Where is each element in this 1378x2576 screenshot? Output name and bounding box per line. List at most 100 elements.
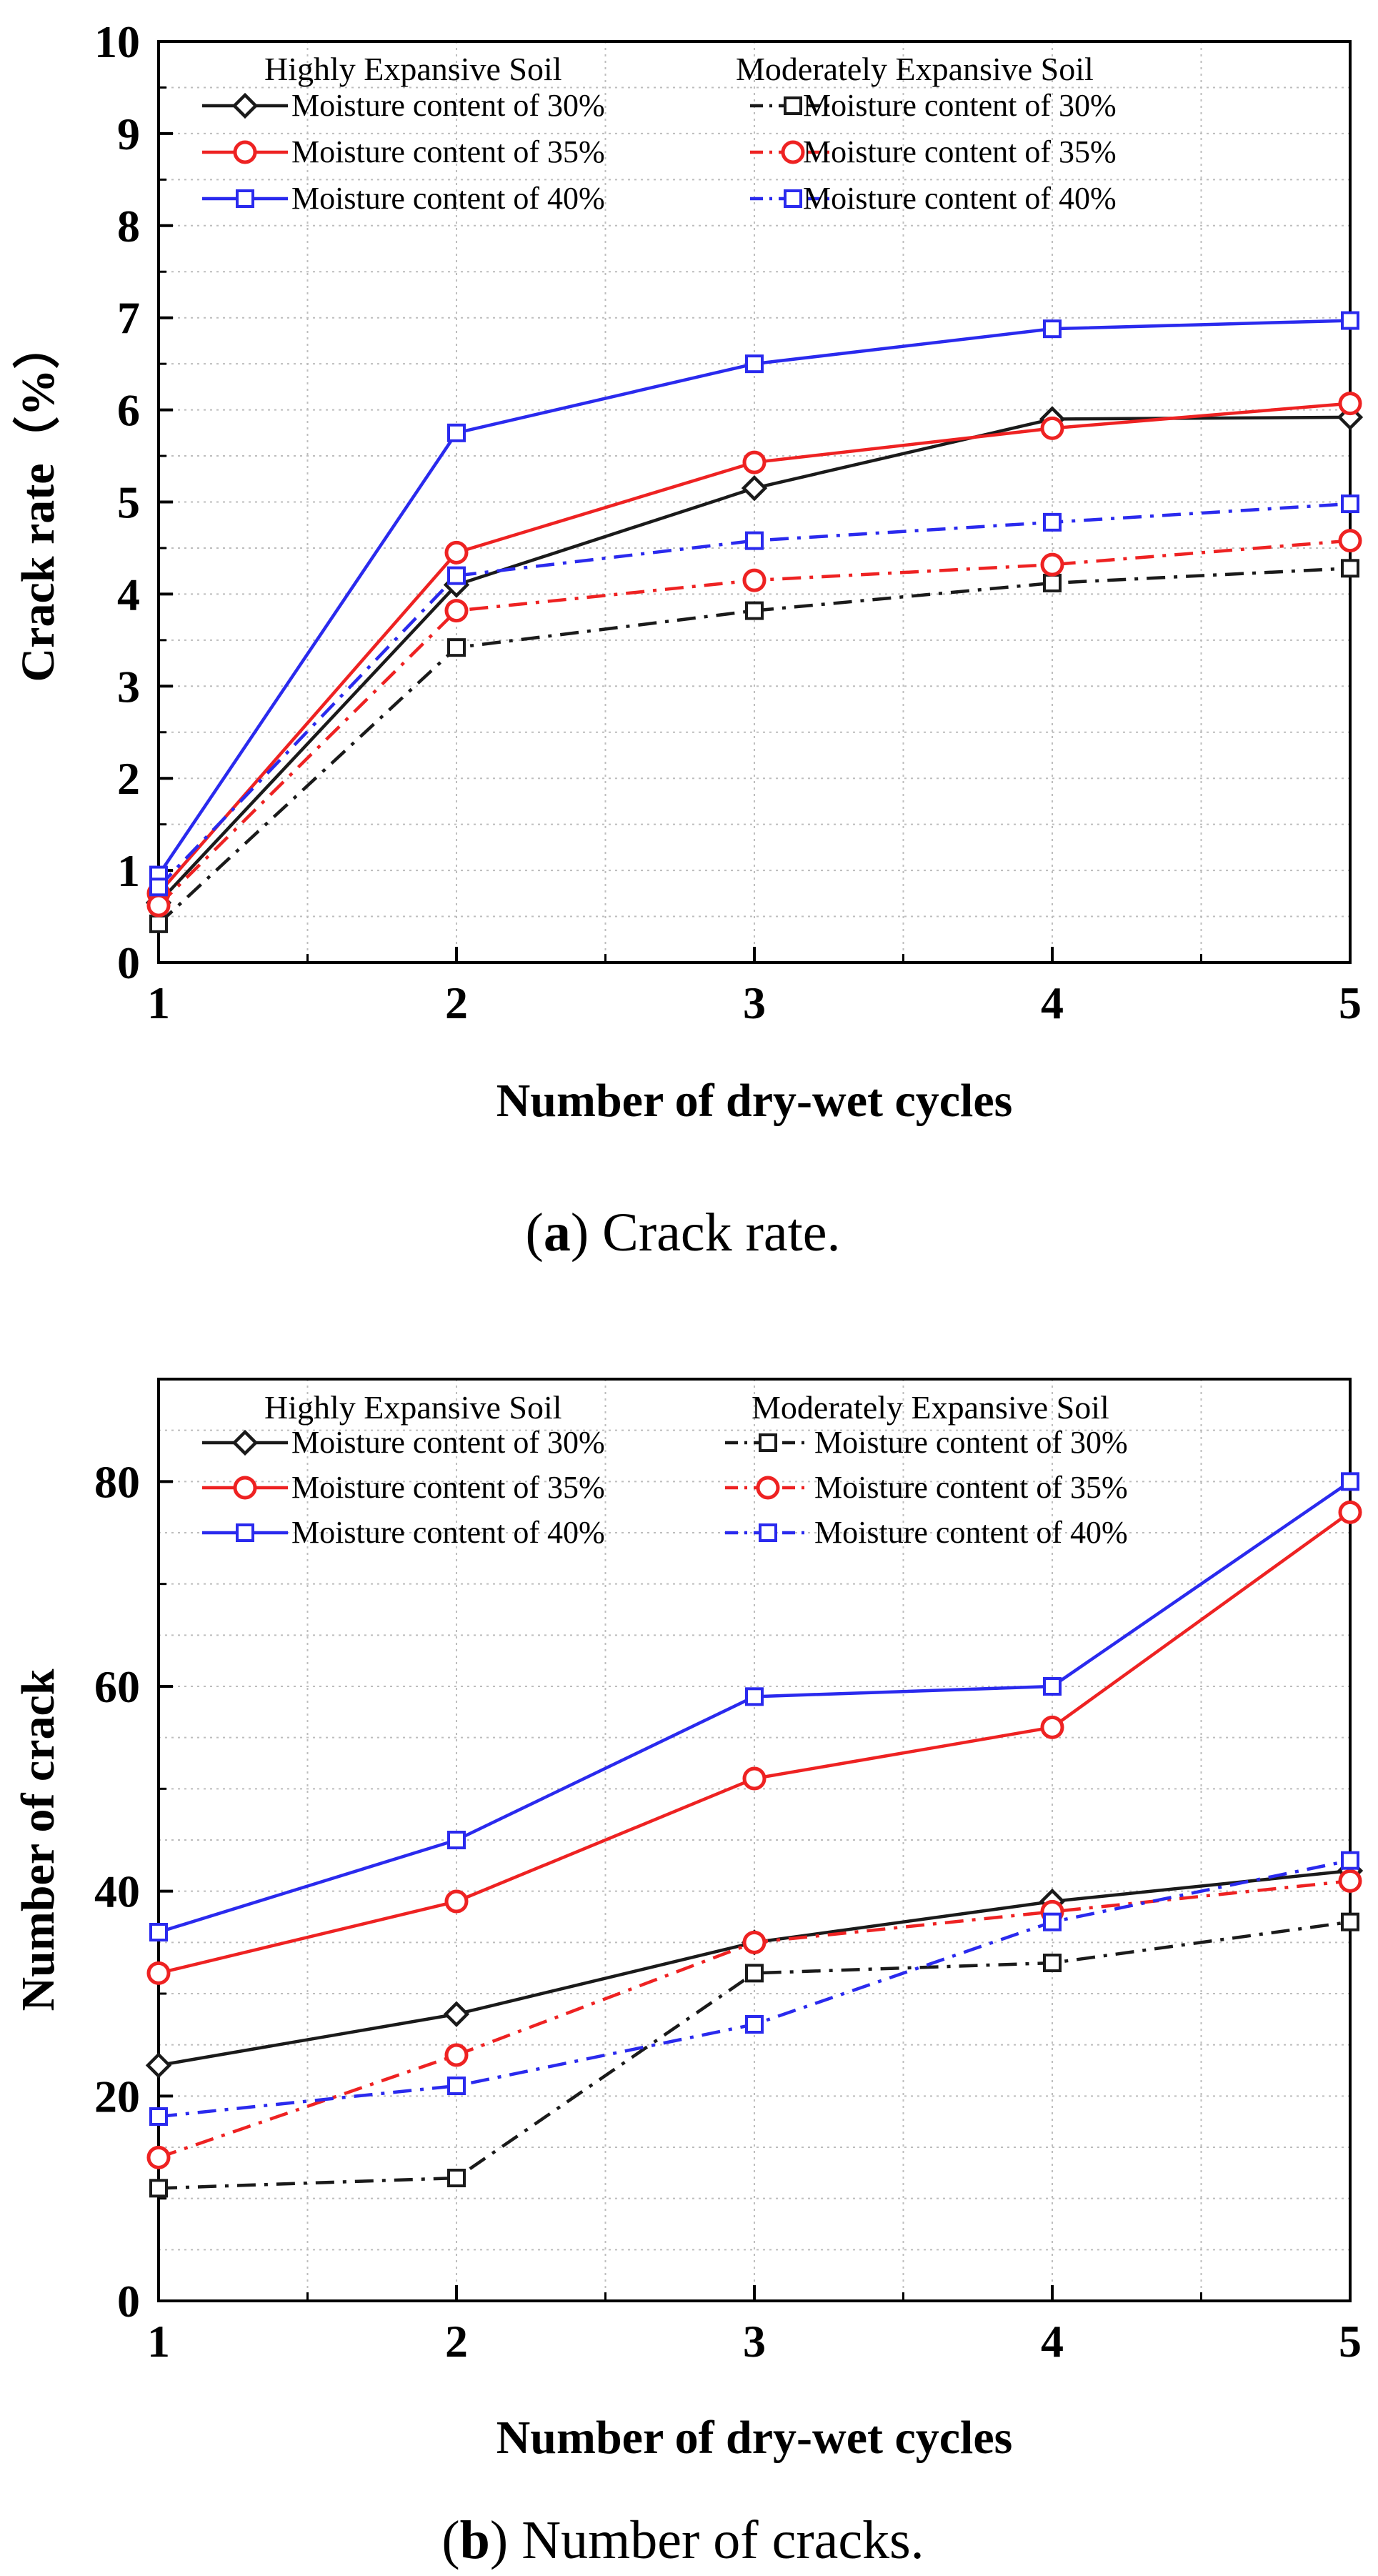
chart-b-legend-label: Moisture content of 30%: [814, 1425, 1128, 1460]
chart-b-x-tick-label: 1: [147, 2316, 170, 2367]
chart-a-legend-item: Moisture content of 40%: [750, 181, 1117, 216]
chart-a-caption-letter: a: [544, 1203, 571, 1263]
chart-a-data-point: [146, 893, 171, 917]
chart-a-legend-item: Moisture content of 35%: [202, 134, 605, 169]
chart-a-y-tick-label: 9: [117, 109, 140, 159]
chart-a-y-tick-label: 10: [94, 16, 140, 67]
chart-b-caption-open: (: [441, 2510, 459, 2570]
chart-b-legend-marker: [759, 1433, 777, 1452]
chart-b-data-point: [444, 2043, 469, 2067]
chart-a-caption-open: (: [526, 1203, 544, 1263]
chart-b-data-point: [447, 2077, 466, 2095]
chart-a-data-point: [447, 423, 466, 442]
chart-b-data-point: [447, 2169, 466, 2187]
chart-a-legend-marker: [231, 92, 259, 119]
chart-a-legend-label: Moisture content of 40%: [291, 181, 605, 216]
chart-a-data-point: [742, 450, 767, 474]
chart-b-legend-item: Moisture content of 40%: [725, 1515, 1128, 1550]
chart-b-legend-label: Moisture content of 40%: [291, 1515, 605, 1550]
chart-a-x-tick-label: 3: [743, 978, 766, 1028]
chart-a-legend-label: Moisture content of 30%: [803, 88, 1117, 123]
chart-b-data-point: [745, 2015, 764, 2034]
chart-a-legend-marker: [784, 96, 802, 115]
chart-b-data-point: [1043, 1912, 1062, 1931]
chart-b-data-point: [1341, 1912, 1359, 1931]
chart-a-data-point: [1040, 552, 1064, 577]
chart-a-series-line: [157, 567, 1351, 925]
chart-b-legend-marker: [756, 1476, 780, 1500]
chart-b-data-point: [146, 2145, 171, 2169]
chart-b-y-tick-label: 60: [94, 1661, 140, 1712]
chart-a-data-point: [447, 638, 466, 657]
chart-b-data-point: [146, 1961, 171, 1985]
chart-a-data-point: [745, 354, 764, 374]
chart-a-y-tick-label: 4: [117, 569, 140, 620]
chart-b-x-axis-title: Number of dry-wet cycles: [496, 2412, 1013, 2464]
chart-b-data-point: [149, 2179, 168, 2198]
chart-b-y-tick-label: 20: [94, 2071, 140, 2122]
chart-a-legend-item: Moisture content of 35%: [750, 134, 1117, 169]
chart-b-legend-label: Moisture content of 35%: [814, 1470, 1128, 1505]
chart-b-data-point: [1040, 1715, 1064, 1739]
chart-a-data-point: [1338, 392, 1362, 416]
chart-b-data-point: [149, 1923, 168, 1941]
chart-a-data-point: [1338, 529, 1362, 553]
chart-b-legend-marker: [231, 1429, 259, 1456]
chart-a-legend-marker: [236, 189, 254, 208]
chart-b-series-1: [146, 1500, 1362, 1985]
chart-b-data-point: [1338, 1500, 1362, 1524]
chart-a-data-point: [745, 531, 764, 550]
chart-b-legend-group-title: Moderately Expansive Soil: [752, 1389, 1109, 1426]
chart-b-legend: Highly Expansive Soil Moderately Expansiv…: [202, 1389, 1128, 1550]
chart-a-data-point: [1341, 494, 1359, 514]
chart-a-x-tick-label: 2: [445, 978, 468, 1028]
chart-b-legend-marker: [233, 1476, 257, 1500]
chart-a-legend-label: Moisture content of 35%: [803, 134, 1117, 169]
chart-b-data-point: [447, 1831, 466, 1849]
chart-b-data-point: [1341, 1851, 1359, 1870]
chart-a-y-tick-label: 5: [117, 477, 140, 528]
chart-a-data-point: [149, 914, 168, 933]
chart-a-y-tick-label: 6: [117, 385, 140, 436]
chart-b-x-tick-label: 4: [1041, 2316, 1064, 2367]
chart-a-data-point: [1341, 311, 1359, 330]
chart-a-y-tick-label: 2: [117, 753, 140, 804]
chart-b-legend-label: Moisture content of 35%: [291, 1470, 605, 1505]
chart-a-legend: Highly Expansive Soil Moderately Expansiv…: [202, 51, 1117, 216]
chart-a-data-point: [1043, 319, 1062, 339]
chart-a-caption: (a) Crack rate.: [526, 1203, 841, 1263]
chart-a-data-point: [444, 599, 469, 623]
chart-b-legend-group-title: Highly Expansive Soil: [264, 1389, 562, 1426]
chart-a-data-point: [444, 540, 469, 565]
chart-b-series-3: [149, 1912, 1359, 2198]
chart-a-legend-label: Moisture content of 40%: [803, 181, 1117, 216]
chart-a-y-tick-label: 7: [117, 293, 140, 344]
chart-a-legend-marker: [784, 189, 802, 208]
chart-a-data-point: [742, 568, 767, 592]
chart-a-legend-marker: [233, 140, 257, 164]
chart-b-caption: (b) Number of cracks.: [441, 2510, 924, 2570]
chart-b-data-point: [1338, 1869, 1362, 1893]
chart-b-legend-marker: [759, 1523, 777, 1542]
chart-b-series-line: [158, 1920, 1351, 2190]
chart-b-data-point: [1043, 1954, 1062, 1972]
chart-a-series-4: [146, 529, 1362, 917]
chart-a-caption-text: ) Crack rate.: [571, 1203, 841, 1263]
chart-b-data-point: [745, 1687, 764, 1706]
chart-a-data-point: [745, 601, 764, 620]
chart-a-y-tick-label: 0: [117, 938, 140, 988]
chart-b-caption-letter: b: [460, 2510, 490, 2570]
chart-a-data-point: [149, 877, 168, 897]
chart-b-data-point: [1043, 1677, 1062, 1696]
chart-b-y-axis-title: Number of crack: [12, 1669, 64, 2011]
chart-a-legend-label: Moisture content of 35%: [291, 134, 605, 169]
chart-b-data-point: [145, 2052, 172, 2079]
chart-b-y-tick-label: 0: [117, 2276, 140, 2327]
chart-a-y-tick-label: 3: [117, 661, 140, 712]
chart-b-data-point: [1341, 1472, 1359, 1491]
chart-b-legend-item: Moisture content of 30%: [725, 1425, 1128, 1460]
chart-a-legend-item: Moisture content of 30%: [202, 88, 605, 123]
chart-b-x-tick-label: 2: [445, 2316, 468, 2367]
